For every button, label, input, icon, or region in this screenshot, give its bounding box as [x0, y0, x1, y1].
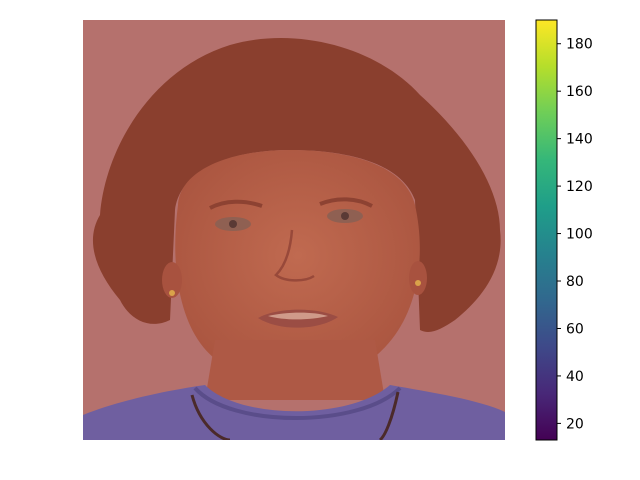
colorbar-frame	[535, 19, 558, 441]
necklace	[190, 391, 400, 440]
left-eyebrow	[209, 199, 263, 210]
colorbar: 20 40 60 80 100 120 140 160 180	[535, 19, 593, 441]
right-eyebrow	[319, 197, 373, 208]
teeth	[268, 312, 328, 320]
face-shape	[175, 150, 420, 385]
heatmap-image	[83, 20, 505, 440]
colorbar-tick-label: 140	[566, 132, 593, 148]
colorbar-tick-label: 20	[566, 416, 584, 432]
colorbar-tick-label: 180	[566, 37, 593, 53]
colorbar-gradient	[536, 20, 557, 440]
shirt-collar	[193, 386, 402, 420]
shirt-shape	[83, 385, 505, 440]
right-ear	[409, 261, 427, 295]
colorbar-tick-label: 160	[566, 84, 593, 100]
colorbar-tick-label: 80	[566, 274, 584, 290]
colorbar-tick-label: 120	[566, 179, 593, 195]
nose	[274, 229, 315, 282]
left-earring	[169, 290, 175, 296]
left-ear	[162, 262, 182, 298]
right-earring	[415, 280, 421, 286]
colorbar-tick-label: 60	[566, 321, 584, 337]
colorbar-tick-label: 40	[566, 369, 584, 385]
neck-shape	[205, 340, 385, 400]
colorbar-ticks: 20 40 60 80 100 120 140 160 180	[557, 37, 593, 432]
colorbar-tick-label: 100	[566, 227, 593, 243]
hair-shape	[92, 38, 501, 332]
left-pupil	[229, 220, 237, 228]
right-pupil	[341, 212, 349, 220]
